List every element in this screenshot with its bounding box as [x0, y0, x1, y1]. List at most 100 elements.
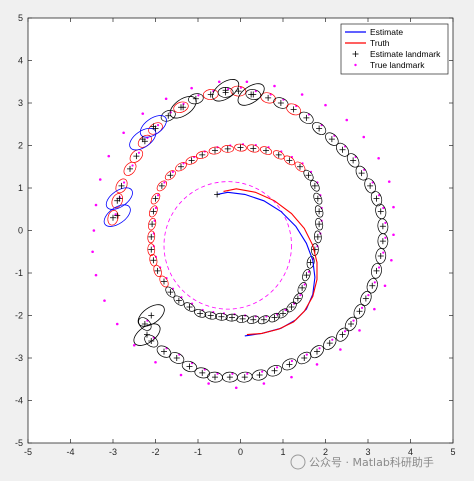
inner-landmark-ellipse: [147, 230, 156, 244]
highlighted-ellipse: [105, 187, 133, 210]
estimate-landmark-plus: [250, 316, 257, 323]
covariance-ellipses: [103, 79, 389, 383]
highlighted-ellipse: [137, 304, 165, 327]
true-landmark-dot: [382, 251, 385, 254]
estimate-landmark-plus: [348, 321, 354, 327]
estimate-landmark-plus: [316, 125, 323, 132]
estimate-landmark-plus: [165, 112, 172, 119]
estimate-landmark-plus: [286, 361, 293, 368]
inner-landmark-ellipse: [164, 170, 176, 181]
estimate-landmark-plus: [286, 157, 293, 164]
inner-landmark-ellipse: [286, 301, 297, 313]
estimate-landmark-plus: [186, 363, 193, 370]
true-landmark-dot: [216, 372, 219, 375]
estimate-landmark-plus: [207, 91, 214, 98]
true-landmark-dot: [300, 93, 304, 96]
outer-landmark-ellipse: [297, 351, 312, 365]
estimate-landmark-plus: [316, 221, 323, 228]
estimate-landmark-plus: [280, 310, 286, 317]
estimate-landmark-plus: [301, 355, 308, 361]
estimate-landmark-plus: [271, 314, 278, 321]
y-tick-label: 3: [18, 98, 23, 108]
outer-landmark-ellipse: [336, 327, 349, 342]
estimate-landmark-plus: [148, 246, 155, 253]
inner-landmark-ellipse: [247, 144, 260, 153]
true-landmark-dot: [331, 338, 334, 341]
estimate-landmark-plus: [144, 331, 150, 338]
inner-landmark-ellipse: [159, 275, 169, 288]
true-landmark-dot: [179, 373, 183, 377]
true-landmark-dot: [207, 382, 210, 385]
outer-landmark-ellipse: [160, 109, 176, 122]
outer-landmark-ellipse: [377, 233, 389, 249]
x-tick-label: -2: [151, 447, 159, 457]
y-axis-ticks: -5 -4 -3 -2 -1 0 1 2 3 4 5: [15, 13, 453, 448]
true-landmark-dot: [107, 154, 111, 158]
legend: Estimate Truth Estimate landmark True la…: [340, 23, 449, 75]
inner-landmark-ellipse: [314, 205, 324, 218]
estimate-landmark-plus: [212, 374, 218, 381]
inner-landmark-ellipse: [313, 192, 323, 205]
true-landmark-dot: [94, 203, 98, 207]
true-landmark-dot: [234, 386, 238, 390]
true-landmark-dot: [190, 86, 193, 90]
true-landmark-dot: [217, 80, 221, 84]
true-landmark-dot: [290, 359, 294, 363]
outer-landmark-ellipse: [371, 263, 382, 279]
inner-landmark-ellipse: [183, 302, 196, 312]
estimate-landmark-plus: [178, 163, 184, 170]
outer-landmark-ellipse: [299, 111, 314, 125]
true-landmark-dot: [98, 178, 102, 181]
true-landmark-dot: [156, 124, 160, 127]
estimate-landmark-plus: [222, 87, 229, 94]
estimate-landmark-plus: [167, 289, 174, 296]
true-landmark-dot: [114, 213, 117, 216]
estimate-landmark-plus: [173, 355, 180, 361]
estimate-landmark-plus: [256, 372, 263, 378]
inner-landmark-ellipse: [292, 292, 303, 305]
estimate-landmarks: [110, 87, 386, 381]
outer-landmark-ellipse: [138, 317, 152, 331]
legend-estimate-landmark-label: Estimate landmark: [370, 49, 441, 59]
inner-landmark-ellipse: [165, 286, 176, 298]
true-landmark-dot: [141, 112, 145, 115]
true-landmark-dot: [377, 156, 380, 160]
true-landmark-dot: [299, 294, 302, 297]
true-landmark-dot: [231, 372, 234, 375]
inner-landmark-ellipse: [259, 146, 273, 155]
y-tick-label: 2: [18, 141, 23, 151]
true-landmark-dot: [390, 258, 393, 262]
estimate-landmark-plus: [118, 182, 125, 189]
inner-landmark-ellipse: [313, 230, 322, 244]
x-tick-label: -3: [109, 447, 117, 457]
legend-true-landmark-swatch: [354, 63, 357, 67]
estimate-landmark-plus: [377, 208, 384, 215]
estimate-landmark-plus: [250, 145, 257, 152]
legend-true-landmark-label: True landmark: [370, 60, 425, 70]
true-landmark-dot: [377, 194, 381, 197]
true-landmark-dot: [261, 370, 264, 373]
outer-landmark-ellipse: [194, 367, 211, 379]
estimate-landmark-plus: [328, 136, 335, 143]
estimate-landmark-plus: [226, 374, 233, 381]
inner-landmark-ellipse: [310, 180, 320, 192]
estimate-landmark-plus: [358, 170, 365, 177]
estimate-landmark-plus: [154, 267, 161, 274]
inner-landmark-ellipse: [147, 243, 156, 256]
outer-landmark-ellipse: [360, 290, 372, 307]
estimate-landmark-plus: [290, 106, 297, 113]
estimate-landmark-plus: [199, 151, 206, 158]
estimate-landmark-plus: [263, 147, 269, 154]
inner-landmark-ellipse: [194, 309, 207, 318]
inner-landmark-ellipse: [234, 143, 247, 152]
estimate-landmark-plus: [367, 182, 374, 189]
x-tick-label: 4: [408, 447, 413, 457]
inner-landmark-ellipse: [315, 217, 324, 231]
outer-landmark-ellipse: [266, 365, 283, 377]
y-tick-label: 1: [18, 183, 23, 193]
true-landmark-dot: [91, 250, 94, 254]
true-landmark-dot: [307, 270, 311, 273]
estimate-landmark-plus: [297, 163, 303, 170]
inner-landmark-ellipse: [311, 243, 319, 256]
